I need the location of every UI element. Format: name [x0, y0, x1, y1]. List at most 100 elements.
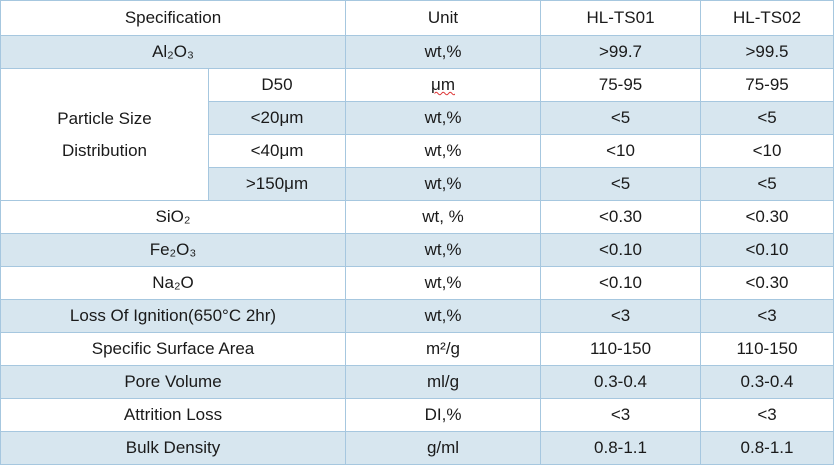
unit: wt,%: [345, 233, 542, 267]
table-row: >150μm wt,% <5 <5: [1, 167, 834, 201]
value: 75-95: [700, 68, 834, 102]
unit: DI,%: [345, 398, 542, 432]
table-row: Specification Unit HL-TS01 HL-TS02: [0, 0, 834, 36]
value: <0.10: [700, 233, 834, 267]
value-text: <3: [757, 405, 777, 424]
value-text: <5: [610, 174, 631, 193]
sub-spec-text: <20μm: [250, 108, 304, 127]
unit: ml/g: [345, 365, 542, 399]
value: <5: [540, 167, 702, 201]
value: <5: [700, 101, 834, 135]
spec-label: SiO₂: [0, 200, 347, 234]
unit-text: g/ml: [426, 438, 460, 457]
value: >99.5: [700, 35, 834, 69]
header-cell-text: HL-TS01: [586, 8, 655, 27]
table-row: Na₂O wt,% <0.10 <0.30: [0, 266, 834, 300]
unit: wt, %: [345, 200, 542, 234]
table-row: Al₂O₃ wt,% >99.7 >99.5: [0, 35, 834, 69]
header-cell: Unit: [345, 0, 542, 36]
unit-text: wt,%: [424, 240, 462, 259]
value-text: <0.30: [745, 273, 789, 292]
value: 110-150: [700, 332, 834, 366]
spec-label-text: Pore Volume: [124, 372, 222, 391]
value: <0.30: [700, 200, 834, 234]
value-text: 75-95: [598, 75, 643, 94]
value-text: 0.3-0.4: [740, 372, 794, 391]
value-text: 0.8-1.1: [594, 438, 647, 457]
sub-spec: >150μm: [207, 167, 347, 201]
table-row: Pore Volume ml/g 0.3-0.4 0.3-0.4: [0, 365, 834, 399]
spec-label: Al₂O₃: [0, 35, 347, 69]
value: <0.10: [540, 233, 702, 267]
value: <0.30: [700, 266, 834, 300]
value-text: 0.8-1.1: [740, 438, 794, 457]
unit-text: μm: [431, 75, 455, 94]
value: <10: [540, 134, 702, 168]
spec-label: Specific Surface Area: [0, 332, 347, 366]
header-cell-text: Specification: [124, 8, 222, 27]
table-row: Bulk Density g/ml 0.8-1.1 0.8-1.1: [0, 431, 834, 465]
group-label-text: Particle Size Distribution: [57, 108, 152, 160]
spec-label: Pore Volume: [0, 365, 347, 399]
value: <0.10: [540, 266, 702, 300]
value-text: >99.5: [745, 42, 789, 61]
value-text: <0.30: [599, 207, 643, 226]
value-text: <0.10: [745, 240, 789, 259]
table-row: Attrition Loss DI,% <3 <3: [0, 398, 834, 432]
spec-label-text: Na₂O: [152, 273, 194, 292]
value: 0.8-1.1: [700, 431, 834, 465]
spec-label-text: Bulk Density: [125, 438, 221, 457]
value-text: <10: [606, 141, 635, 160]
value: 75-95: [540, 68, 702, 102]
table-row: <40μm wt,% <10 <10: [1, 134, 834, 168]
header-cell-text: HL-TS02: [733, 8, 802, 27]
table-row: SiO₂ wt, % <0.30 <0.30: [0, 200, 834, 234]
spec-label-text: Al₂O₃: [152, 42, 194, 61]
value: 0.3-0.4: [700, 365, 834, 399]
value-text: <3: [610, 405, 631, 424]
group-label: Particle Size Distribution: [0, 68, 209, 201]
sub-spec-text: >150μm: [245, 174, 309, 193]
unit-text: wt,%: [424, 108, 462, 127]
table-row: Fe₂O₃ wt,% <0.10 <0.10: [0, 233, 834, 267]
table-row: Loss Of Ignition(650°C 2hr) wt,% <3 <3: [0, 299, 834, 333]
value-text: <3: [757, 306, 777, 325]
value-text: 110-150: [736, 339, 798, 358]
value: >99.7: [540, 35, 702, 69]
sub-spec: D50: [207, 68, 347, 102]
unit: wt,%: [345, 35, 542, 69]
unit: wt,%: [345, 134, 542, 168]
spec-label-text: Attrition Loss: [123, 405, 223, 424]
header-cell-text: Unit: [427, 8, 459, 27]
unit-text: wt,%: [424, 141, 462, 160]
unit-text: DI,%: [424, 405, 462, 424]
unit-text: wt,%: [424, 273, 462, 292]
value-text: <0.10: [599, 240, 643, 259]
header-cell: Specification: [0, 0, 347, 36]
unit-text: m²/g: [426, 339, 461, 358]
value-text: 75-95: [745, 75, 789, 94]
sub-spec-text: <40μm: [250, 141, 304, 160]
unit-text: wt,%: [424, 174, 462, 193]
unit: wt,%: [345, 101, 542, 135]
value: <0.30: [540, 200, 702, 234]
table-row: Particle Size Distribution D50 μm 75-95 75-9…: [0, 68, 834, 201]
spec-label: Fe₂O₃: [0, 233, 347, 267]
value-text: <0.10: [599, 273, 643, 292]
value: 0.3-0.4: [540, 365, 702, 399]
value-text: <5: [757, 108, 777, 127]
spec-label: Na₂O: [0, 266, 347, 300]
value: <3: [700, 299, 834, 333]
table-row: Specific Surface Area m²/g 110-150 110-150: [0, 332, 834, 366]
unit-text: wt, %: [422, 207, 464, 226]
value: <3: [540, 299, 702, 333]
value: <5: [700, 167, 834, 201]
value-text: 110-150: [589, 339, 652, 358]
unit: g/ml: [345, 431, 542, 465]
spec-label: Bulk Density: [0, 431, 347, 465]
unit: m²/g: [345, 332, 542, 366]
sub-spec: <20μm: [207, 101, 347, 135]
value: 110-150: [540, 332, 702, 366]
unit-text: wt,%: [424, 42, 462, 61]
value-text: <0.30: [745, 207, 789, 226]
